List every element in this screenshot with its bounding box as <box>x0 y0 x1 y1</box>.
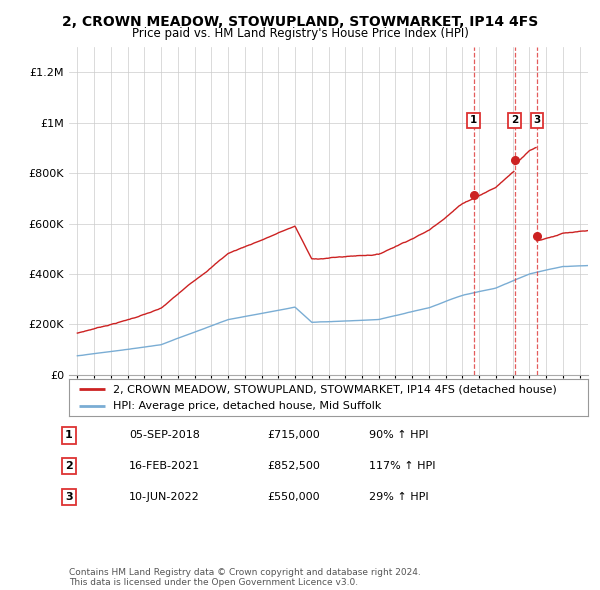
Text: 3: 3 <box>533 115 541 125</box>
Text: 2, CROWN MEADOW, STOWUPLAND, STOWMARKET, IP14 4FS (detached house): 2, CROWN MEADOW, STOWUPLAND, STOWMARKET,… <box>113 384 557 394</box>
Text: 117% ↑ HPI: 117% ↑ HPI <box>369 461 436 471</box>
Text: £852,500: £852,500 <box>267 461 320 471</box>
Text: 2, CROWN MEADOW, STOWUPLAND, STOWMARKET, IP14 4FS: 2, CROWN MEADOW, STOWUPLAND, STOWMARKET,… <box>62 15 538 29</box>
Text: 29% ↑ HPI: 29% ↑ HPI <box>369 492 428 502</box>
Text: 05-SEP-2018: 05-SEP-2018 <box>129 431 200 440</box>
Text: 2: 2 <box>65 461 73 471</box>
Text: 3: 3 <box>65 492 73 502</box>
Text: £550,000: £550,000 <box>267 492 320 502</box>
Text: Contains HM Land Registry data © Crown copyright and database right 2024.
This d: Contains HM Land Registry data © Crown c… <box>69 568 421 587</box>
Text: 1: 1 <box>65 431 73 440</box>
Text: HPI: Average price, detached house, Mid Suffolk: HPI: Average price, detached house, Mid … <box>113 401 382 411</box>
Text: Price paid vs. HM Land Registry's House Price Index (HPI): Price paid vs. HM Land Registry's House … <box>131 27 469 40</box>
Text: 1: 1 <box>470 115 477 125</box>
Text: 10-JUN-2022: 10-JUN-2022 <box>129 492 200 502</box>
Text: 16-FEB-2021: 16-FEB-2021 <box>129 461 200 471</box>
Text: £715,000: £715,000 <box>267 431 320 440</box>
Text: 90% ↑ HPI: 90% ↑ HPI <box>369 431 428 440</box>
Text: 2: 2 <box>511 115 518 125</box>
